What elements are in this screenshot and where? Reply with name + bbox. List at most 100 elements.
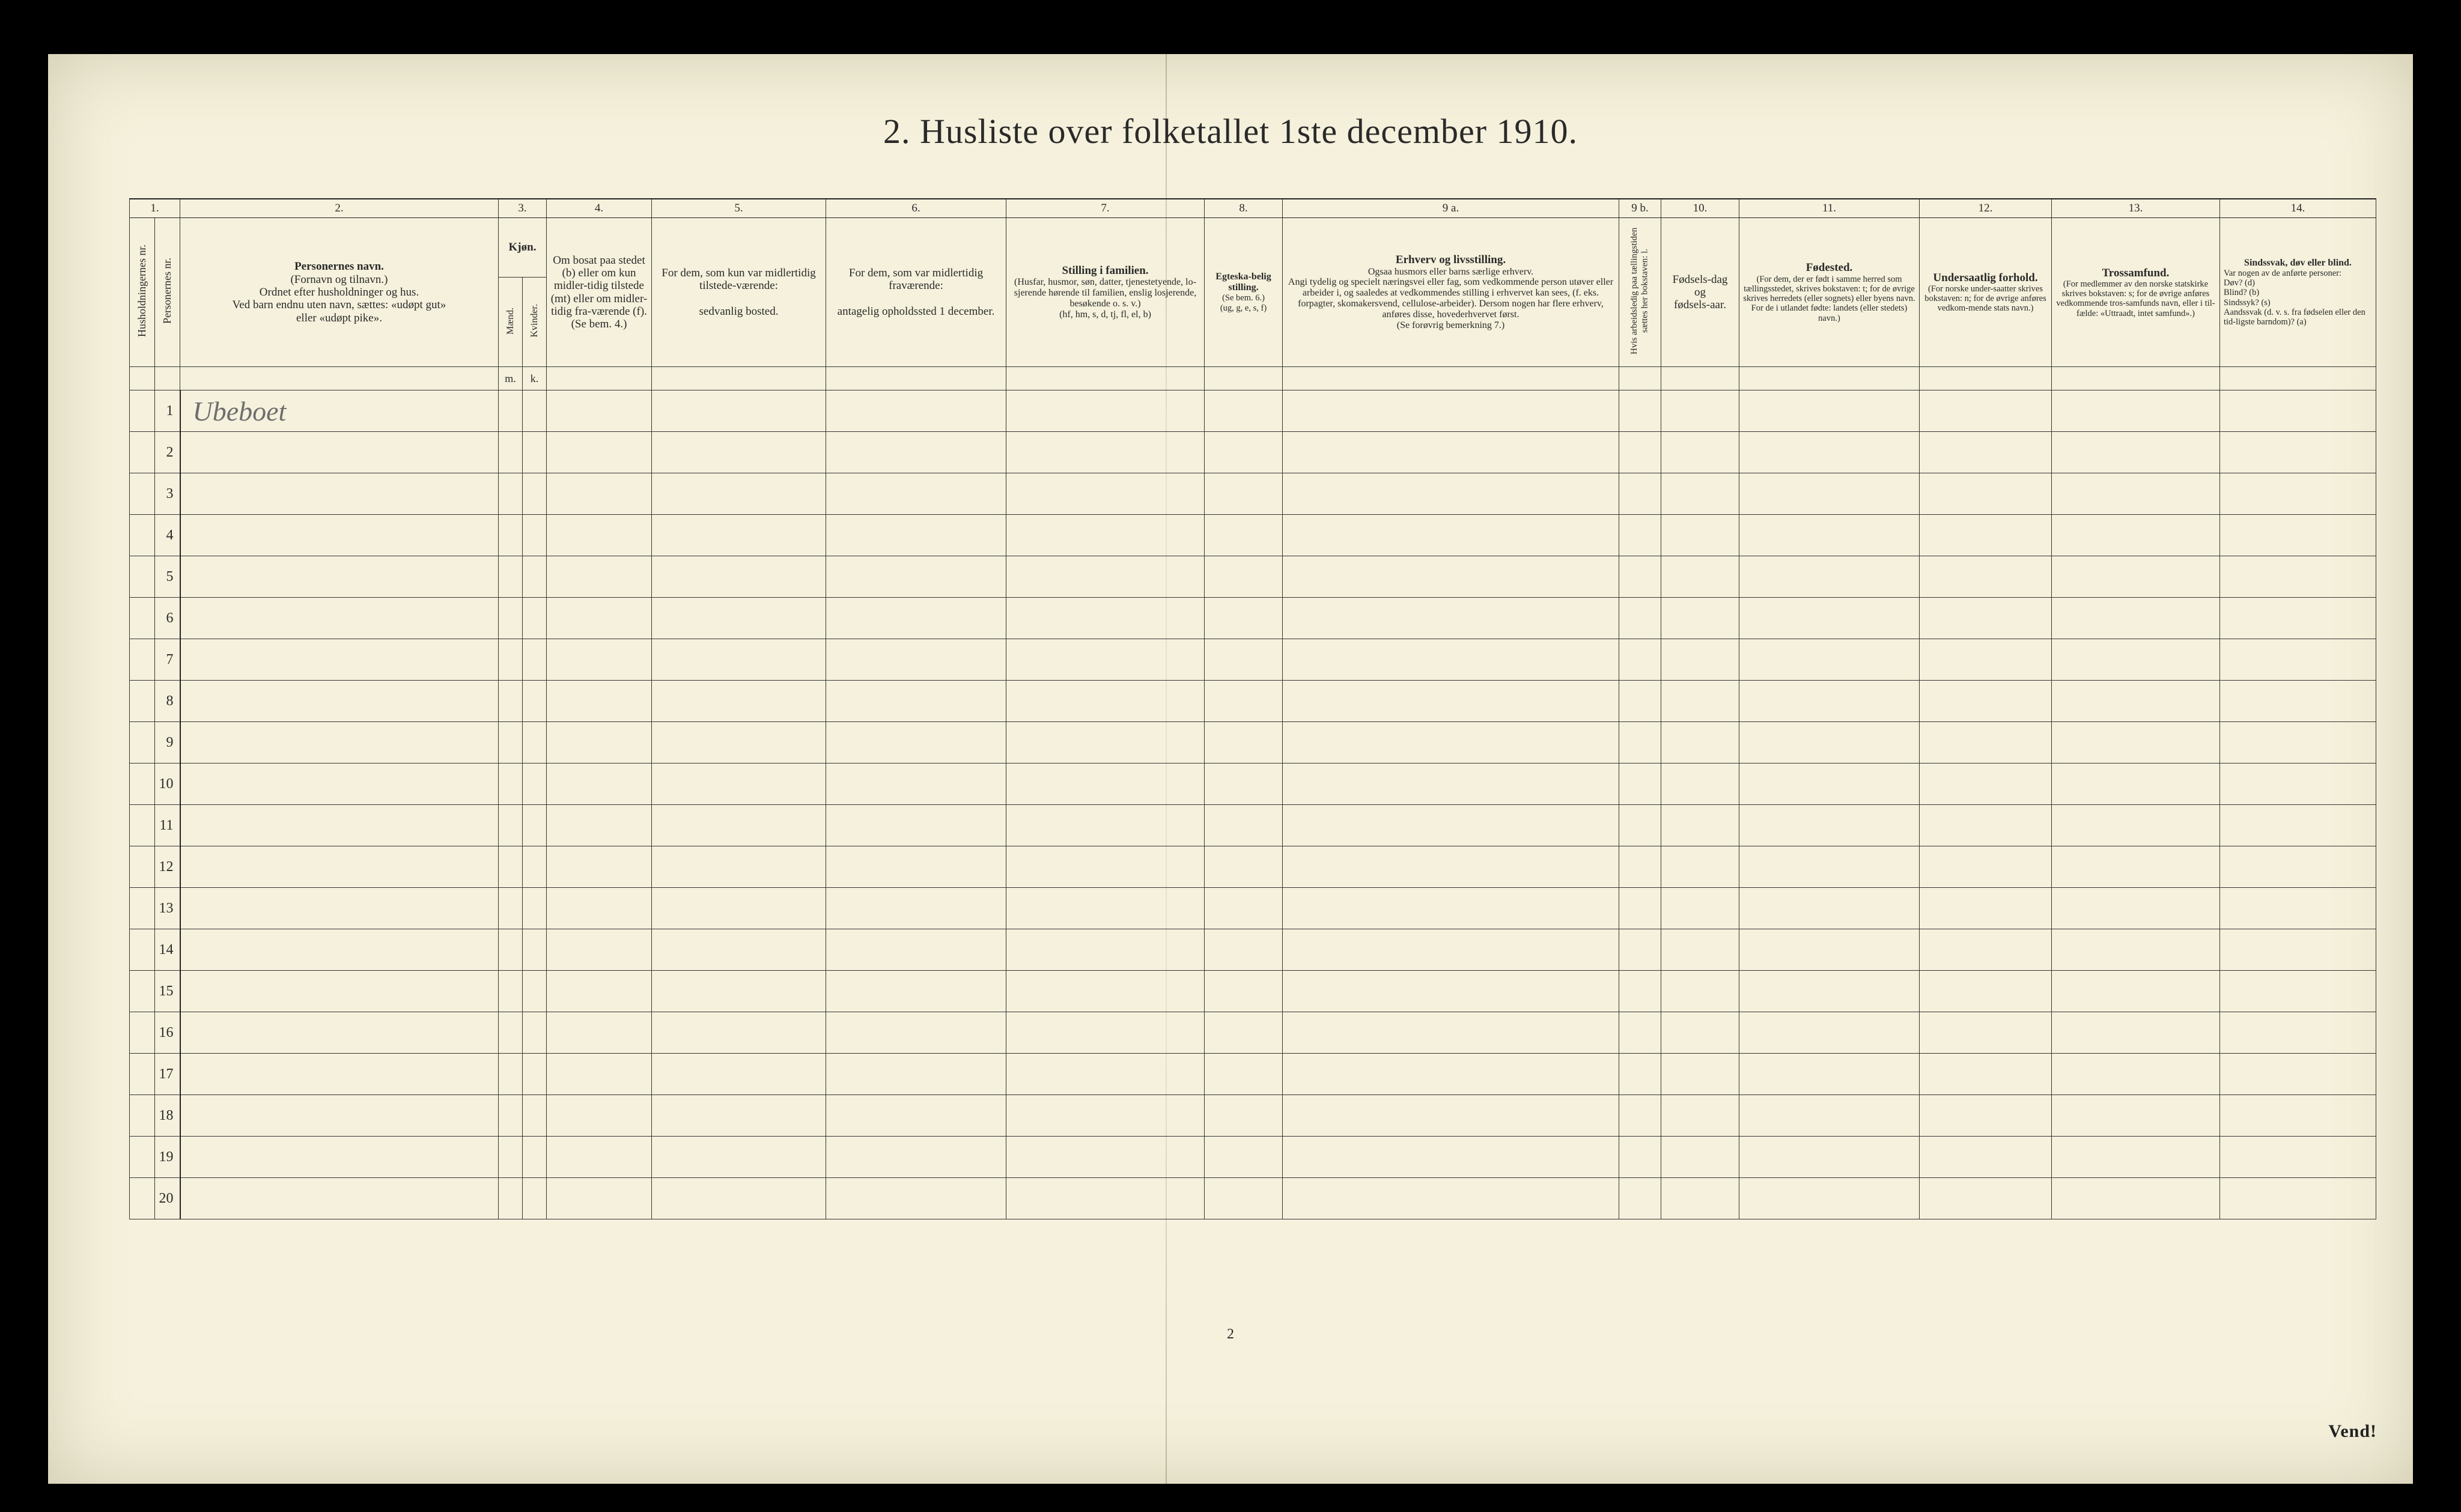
- cell-empty: [1619, 888, 1661, 929]
- cell-empty: [652, 888, 826, 929]
- cell-empty: [547, 888, 652, 929]
- cell-person-name: [180, 1178, 499, 1219]
- cell-empty: [652, 432, 826, 473]
- cell-empty: [1661, 1178, 1739, 1219]
- cell-empty: [1739, 1095, 1920, 1137]
- header-bottom-row: m. k.: [130, 367, 2376, 390]
- cell-empty: [1283, 1095, 1619, 1137]
- cell-empty: [2220, 846, 2376, 888]
- cell-household-nr: [130, 390, 155, 432]
- cell-empty: [547, 1178, 652, 1219]
- cell-empty: [652, 722, 826, 764]
- cell-empty: [1739, 722, 1920, 764]
- hdr-8: Egteska-belig stilling. (Se bem. 6.) (ug…: [1205, 218, 1283, 367]
- hdr-13: Trossamfund. (For medlemmer av den norsk…: [2052, 218, 2220, 367]
- row-number: 20: [155, 1178, 180, 1219]
- row-number: 15: [155, 971, 180, 1012]
- table-row: 16: [130, 1012, 2376, 1054]
- table-row: 20: [130, 1178, 2376, 1219]
- cell-empty: [1006, 1178, 1205, 1219]
- hdr-12-body: (For norske under-saatter skrives boksta…: [1923, 284, 2048, 314]
- row-number: 3: [155, 473, 180, 515]
- cell-empty: [2052, 1054, 2220, 1095]
- colnum-12: 12.: [1920, 199, 2052, 218]
- cell-household-nr: [130, 1178, 155, 1219]
- table-row: 15: [130, 971, 2376, 1012]
- cell-empty: [1739, 1178, 1920, 1219]
- cell-empty: [1283, 639, 1619, 681]
- cell-empty: [826, 639, 1006, 681]
- cell-empty: [1619, 722, 1661, 764]
- cell-person-name: [180, 432, 499, 473]
- cell-empty: [1920, 805, 2052, 846]
- b-14: [2220, 367, 2376, 390]
- table-row: 18: [130, 1095, 2376, 1137]
- cell-person-name: [180, 515, 499, 556]
- cell-empty: [1006, 846, 1205, 888]
- table-row: 14: [130, 929, 2376, 971]
- cell-empty: [1920, 1178, 2052, 1219]
- cell-empty: [1619, 432, 1661, 473]
- census-table: 1. 2. 3. 4. 5. 6. 7. 8. 9 a. 9 b. 10. 11…: [129, 198, 2376, 1219]
- hdr-2: Personernes navn. (Fornavn og tilnavn.) …: [180, 218, 499, 367]
- table-row: 6: [130, 598, 2376, 639]
- cell-empty: [652, 764, 826, 805]
- hdr-4: Om bosat paa stedet (b) eller om kun mid…: [547, 218, 652, 367]
- hdr-2-l1: (Fornavn og tilnavn.): [184, 273, 494, 286]
- cell-household-nr: [130, 556, 155, 598]
- cell-person-name: [180, 722, 499, 764]
- cell-empty: [1205, 1095, 1283, 1137]
- cell-empty: [1739, 556, 1920, 598]
- cell-empty: [826, 805, 1006, 846]
- cell-empty: [2052, 1095, 2220, 1137]
- cell-empty: [1619, 1012, 1661, 1054]
- cell-empty: [2220, 598, 2376, 639]
- cell-empty: [1006, 971, 1205, 1012]
- cell-empty: [1619, 971, 1661, 1012]
- b-11: [1739, 367, 1920, 390]
- cell-empty: [1920, 1054, 2052, 1095]
- cell-empty: [1661, 846, 1739, 888]
- cell-empty: [1006, 1137, 1205, 1178]
- cell-empty: [1739, 681, 1920, 722]
- cell-empty: [1006, 473, 1205, 515]
- cell-empty: [826, 971, 1006, 1012]
- cell-empty: [1661, 888, 1739, 929]
- cell-empty: [499, 639, 523, 681]
- cell-empty: [1739, 432, 1920, 473]
- cell-empty: [1205, 432, 1283, 473]
- cell-empty: [499, 1054, 523, 1095]
- cell-empty: [1006, 556, 1205, 598]
- cell-empty: [2220, 639, 2376, 681]
- cell-empty: [1283, 432, 1619, 473]
- row-number: 4: [155, 515, 180, 556]
- cell-empty: [652, 390, 826, 432]
- cell-empty: [2220, 764, 2376, 805]
- cell-empty: [1661, 722, 1739, 764]
- colnum-8: 8.: [1205, 199, 1283, 218]
- cell-empty: [523, 722, 547, 764]
- cell-household-nr: [130, 639, 155, 681]
- hdr-13-title: Trossamfund.: [2055, 267, 2216, 279]
- hdr-2-l2: Ordnet efter husholdninger og hus.: [184, 286, 494, 299]
- cell-empty: [1006, 722, 1205, 764]
- cell-empty: [499, 432, 523, 473]
- cell-empty: [2220, 722, 2376, 764]
- cell-empty: [1739, 639, 1920, 681]
- cell-empty: [2220, 1012, 2376, 1054]
- cell-household-nr: [130, 515, 155, 556]
- cell-person-name: [180, 888, 499, 929]
- cell-empty: [523, 1012, 547, 1054]
- cell-household-nr: [130, 888, 155, 929]
- document-page: 2. Husliste over folketallet 1ste decemb…: [48, 54, 2413, 1484]
- cell-empty: [826, 1178, 1006, 1219]
- cell-empty: [826, 681, 1006, 722]
- cell-empty: [652, 639, 826, 681]
- cell-empty: [523, 888, 547, 929]
- cell-empty: [499, 515, 523, 556]
- cell-empty: [499, 1012, 523, 1054]
- cell-empty: [499, 1137, 523, 1178]
- cell-empty: [499, 888, 523, 929]
- cell-empty: [1661, 1137, 1739, 1178]
- hdr-3a-label: Mænd.: [503, 308, 518, 335]
